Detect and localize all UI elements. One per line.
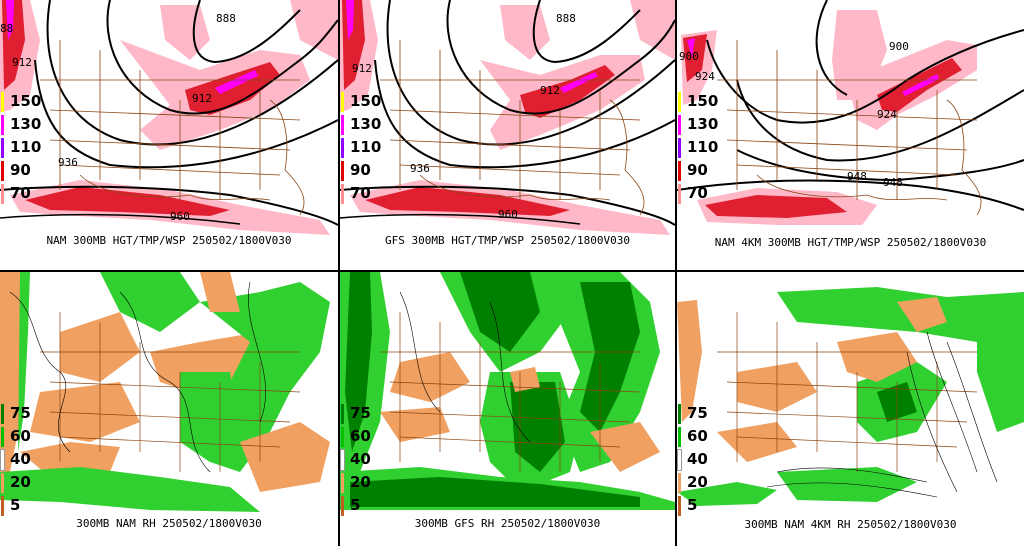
panel-gfs-rh[interactable]: 75 60 40 20 5 300MB GFS RH 250502/1800V0…: [340, 272, 675, 546]
panel-caption: NAM 4KM 300MB HGT/TMP/WSP 250502/1800V03…: [714, 236, 987, 249]
legend-level: 70: [341, 182, 381, 205]
panel-divider: [675, 0, 677, 546]
height-label-912-east: 912: [192, 92, 212, 105]
height-label-912-west: 912: [352, 62, 372, 75]
height-label-912-east: 912: [540, 84, 560, 97]
legend-level: 20: [678, 471, 708, 494]
jet-max-east: [215, 70, 258, 94]
height-label-888: 888: [216, 12, 236, 25]
legend-level: 90: [678, 159, 718, 182]
panel-nam-hgt[interactable]: 888 912 912 936 960 88 150 130 110 90 70…: [0, 0, 338, 270]
panel-caption: GFS 300MB HGT/TMP/WSP 250502/1800V030: [384, 234, 631, 247]
map-nam4km-rh: [677, 272, 1024, 546]
contour: [106, 0, 338, 115]
legend-level: 130: [678, 113, 718, 136]
height-label-960: 960: [170, 210, 190, 223]
jet-max-west: [6, 0, 14, 40]
panel-nam-rh[interactable]: 75 60 40 20 5 300MB NAM RH 250502/1800V0…: [0, 272, 338, 546]
height-label-888: 888: [556, 12, 576, 25]
map-gfs-hgt: 888 912 912 936 960: [340, 0, 675, 270]
legend-level: 5: [678, 494, 708, 517]
legend-level: 5: [1, 494, 31, 517]
panel-gfs-hgt[interactable]: 888 912 912 936 960 150 130 110 90 70 GF…: [340, 0, 675, 270]
contour: [192, 0, 301, 64]
height-label-900-west: 900: [679, 50, 699, 63]
legend-level: 70: [678, 182, 718, 205]
contour: [0, 213, 241, 225]
legend-level: 150: [341, 90, 381, 113]
rh-legend: 75 60 40 20 5: [0, 402, 31, 517]
legend-level: 110: [341, 136, 381, 159]
height-label-936: 936: [58, 156, 78, 169]
panel-caption: 300MB GFS RH 250502/1800V030: [414, 517, 601, 530]
height-label-960: 960: [498, 208, 518, 221]
panel-caption: NAM 300MB HGT/TMP/WSP 250502/1800V030: [46, 234, 292, 247]
legend-level: 110: [1, 136, 41, 159]
map-gfs-rh: [340, 272, 675, 546]
jet-streak-ne: [290, 0, 338, 60]
panel-caption: 300MB NAM RH 250502/1800V030: [76, 517, 262, 530]
legend-level: 60: [1, 425, 31, 448]
height-label-948-a: 948: [847, 170, 867, 183]
height-label-936: 936: [410, 162, 430, 175]
state-borders: [40, 40, 305, 216]
panel-divider: [0, 270, 1024, 272]
wind-speed-legend: 150 130 110 90 70: [678, 90, 718, 205]
panel-divider: [338, 0, 340, 546]
panel-nam4km-rh[interactable]: 75 60 40 20 5 300MB NAM 4KM RH 250502/18…: [677, 272, 1024, 546]
legend-level: 40: [677, 448, 708, 471]
legend-level: 90: [341, 159, 381, 182]
legend-level: 130: [341, 113, 381, 136]
map-nam-hgt: 888 912 912 936 960 88: [0, 0, 338, 270]
legend-level: 110: [678, 136, 718, 159]
jet-streak-north: [160, 5, 210, 60]
wind-speed-legend: 150 130 110 90 70: [341, 90, 381, 205]
legend-level: 60: [678, 425, 708, 448]
height-labels: 888 912 912 936 960 88: [0, 12, 236, 223]
legend-level: 90: [1, 159, 41, 182]
rh-legend: 75 60 40 20 5: [340, 402, 371, 517]
height-label-900-east: 900: [889, 40, 909, 53]
height-label-948-b: 948: [883, 176, 903, 189]
legend-level: 20: [341, 471, 371, 494]
panel-nam4km-hgt[interactable]: 900 924 900 924 948 948 150 130 110 90 7…: [677, 0, 1024, 270]
legend-level: 150: [1, 90, 41, 113]
height-label-912-west: 912: [12, 56, 32, 69]
height-label-924-east: 924: [877, 108, 897, 121]
legend-level: 5: [341, 494, 371, 517]
legend-level: 20: [1, 471, 31, 494]
legend-level: 75: [1, 402, 31, 425]
legend-level: 60: [341, 425, 371, 448]
contour: [0, 185, 338, 226]
wind-speed-legend: 150 130 110 90 70: [1, 90, 41, 205]
legend-level: 130: [1, 113, 41, 136]
height-label-88-edge: 88: [0, 22, 13, 35]
map-nam4km-hgt: 900 924 900 924 948 948: [677, 0, 1024, 270]
contour: [46, 0, 338, 146]
legend-level: 75: [341, 402, 371, 425]
contour: [34, 59, 338, 169]
height-label-924-west: 924: [695, 70, 715, 83]
legend-level: 150: [678, 90, 718, 113]
legend-level: 40: [340, 448, 371, 471]
legend-level: 75: [678, 402, 708, 425]
legend-level: 70: [1, 182, 41, 205]
jet-core-south: [25, 187, 230, 216]
legend-level: 40: [0, 448, 31, 471]
map-nam-rh: [0, 272, 338, 546]
rh-legend: 75 60 40 20 5: [677, 402, 708, 517]
panel-caption: 300MB NAM 4KM RH 250502/1800V030: [744, 518, 957, 531]
